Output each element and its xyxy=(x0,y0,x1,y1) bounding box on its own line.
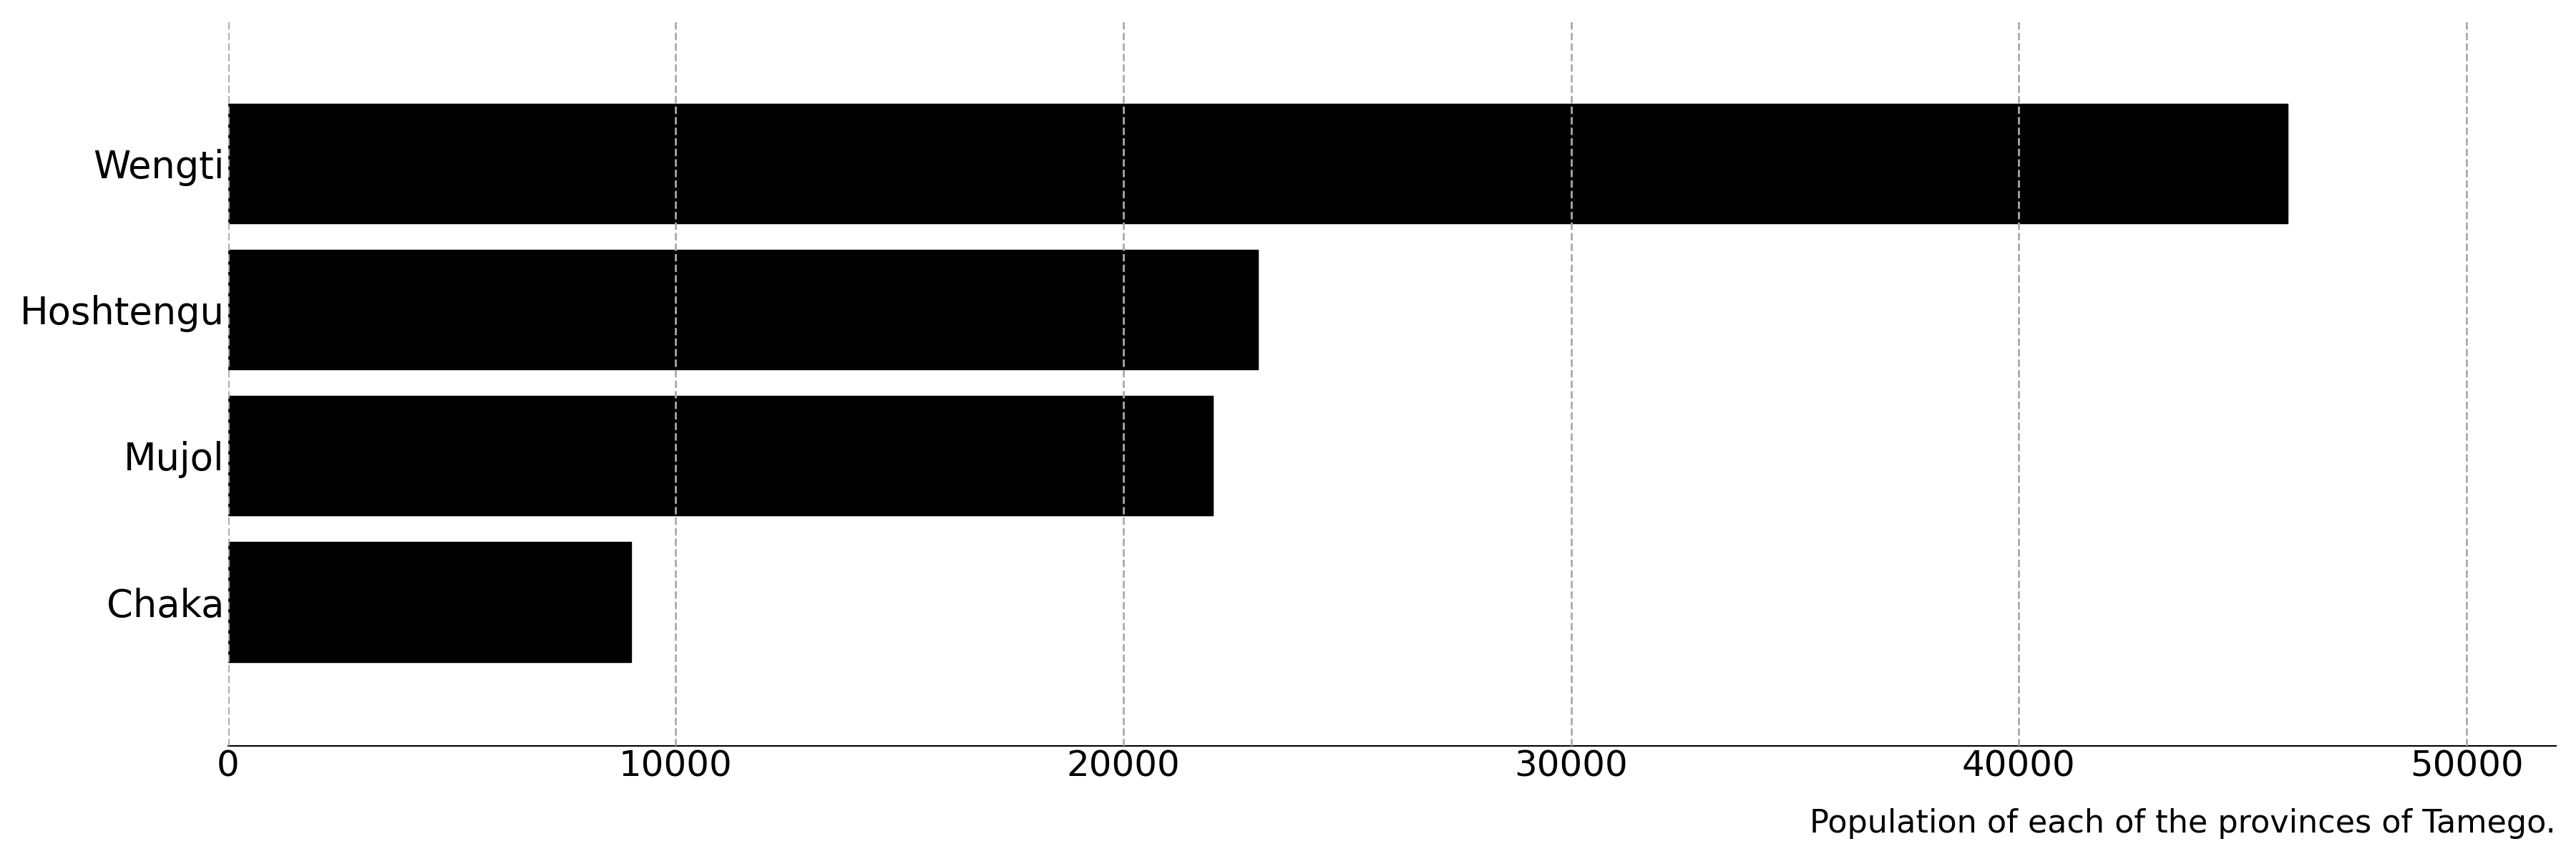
Bar xyxy=(227,104,2287,223)
X-axis label: Population of each of the provinces of Tamego.: Population of each of the provinces of T… xyxy=(1811,808,2555,839)
Bar xyxy=(227,250,1257,369)
Bar xyxy=(227,542,631,662)
Bar xyxy=(227,396,1213,515)
